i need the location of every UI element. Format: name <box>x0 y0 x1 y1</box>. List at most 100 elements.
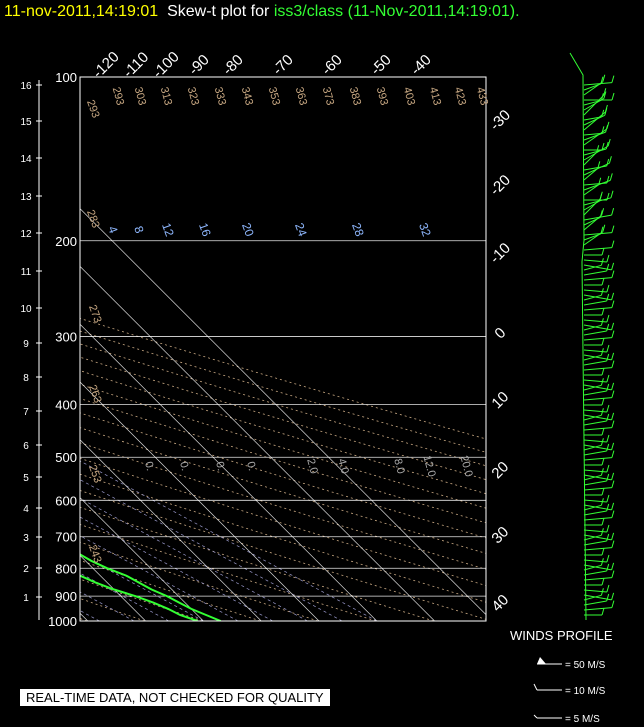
dry-adiabat-label: 243 <box>86 543 104 564</box>
wind-barb <box>583 420 607 426</box>
height-km-tick-label: 3 <box>23 533 29 544</box>
wind-barb-flag <box>600 258 604 266</box>
wind-barb-flag <box>604 104 608 113</box>
title-label: Skew-t plot for <box>167 3 270 20</box>
wind-barb-flag <box>606 503 610 512</box>
wind-barb <box>583 259 607 263</box>
wind-barb <box>583 379 607 383</box>
height-km-tick-label: 4 <box>23 504 29 515</box>
wind-barb-flag <box>606 443 610 452</box>
wind-barb-flag <box>611 450 615 458</box>
wind-barb <box>583 510 607 516</box>
pressure-tick-label: 500 <box>55 450 77 465</box>
wind-barb <box>583 499 607 503</box>
wind-barb-flag <box>606 353 610 362</box>
dry-adiabat-label: 273 <box>86 303 104 324</box>
wind-barb-flag <box>600 558 604 566</box>
wind-barb <box>583 114 606 126</box>
mixing-ratio-label: 8 <box>131 224 147 235</box>
wind-barb <box>583 231 604 246</box>
wind-barb <box>583 384 602 391</box>
wind-barb <box>583 131 606 141</box>
wind-barb-flag <box>608 156 612 164</box>
lower-mixing-label: 20.0 <box>457 454 474 478</box>
dry-adiabat-line <box>80 559 261 621</box>
wind-barb-flag <box>611 562 615 571</box>
wind-barb-flag <box>606 344 610 353</box>
isotherm-line <box>80 323 378 621</box>
wind-barb-flag <box>611 300 615 308</box>
dry-adiabat-line <box>80 490 486 620</box>
wind-barb-flag <box>606 473 610 482</box>
dry-adiabat-label: 253 <box>86 463 104 484</box>
wind-barb <box>583 214 602 231</box>
wind-barb <box>583 81 604 96</box>
plot-frame <box>79 76 487 622</box>
wind-barb <box>583 98 605 111</box>
wind-barb-flag <box>611 480 615 488</box>
wind-barb <box>583 168 599 181</box>
wind-barb-flag <box>611 292 615 301</box>
height-km-tick-label: 7 <box>23 407 29 418</box>
wind-barb-flag <box>606 464 610 473</box>
wind-barb-flag <box>606 413 610 422</box>
wind-barb <box>583 534 602 541</box>
wind-barb-flag <box>606 434 610 443</box>
wind-barb-flag <box>611 412 615 421</box>
wind-barb <box>583 577 612 581</box>
wind-barb-flag <box>611 225 615 233</box>
wind-barb-flag <box>611 75 615 83</box>
lower-mixing-label: 12.0 <box>420 454 437 478</box>
height-km-tick-label: 14 <box>20 154 32 165</box>
wind-barb-flag <box>601 247 605 256</box>
wind-barb <box>583 409 607 413</box>
page-title: 11-nov-2011,14:19:01 Skew-t plot for iss… <box>4 3 520 21</box>
wind-barb-flag <box>601 547 605 556</box>
wind-barb-flag <box>606 533 610 542</box>
wind-legend-feather <box>533 714 538 719</box>
wind-staff-line <box>569 52 587 621</box>
wind-barb <box>583 270 607 276</box>
height-km-tick-label: 15 <box>20 117 32 128</box>
pressure-tick-label: 600 <box>55 493 77 508</box>
wind-barb <box>583 360 607 366</box>
mixing-ratio-label: 4 <box>105 224 121 235</box>
wind-barb <box>583 529 607 533</box>
wind-barb-flag <box>611 240 615 248</box>
wind-barb-flag <box>606 563 610 572</box>
wind-barb <box>583 439 607 443</box>
wind-barb-flag <box>600 528 604 536</box>
title-datetime: 11-nov-2011,14:19:01 <box>4 3 159 20</box>
pressure-tick-label: 300 <box>55 330 77 345</box>
wind-barb-flag <box>601 307 605 316</box>
wind-barb-flag <box>601 427 605 436</box>
wind-barb-flag <box>611 390 615 398</box>
wind-barb <box>583 148 607 156</box>
wind-barb-flag <box>606 314 610 323</box>
dry-adiabat-label: 323 <box>185 86 201 107</box>
wind-barb-flag <box>611 510 615 518</box>
wind-barb-flag <box>606 383 610 392</box>
wind-barb-flag <box>611 600 615 608</box>
wind-barb-flag <box>606 284 610 293</box>
mixing-ratio-label: 20 <box>239 221 257 239</box>
lower-mixing-label: 0. <box>177 460 191 472</box>
mixing-ratio-line <box>80 497 308 621</box>
wind-barb <box>583 294 602 301</box>
wind-legend-label: = 5 M/S <box>565 714 600 725</box>
dry-adiabat-label: 393 <box>374 86 390 107</box>
wind-barb <box>583 324 602 331</box>
wind-barb-flag <box>601 577 605 586</box>
temperature-profile-line <box>80 553 222 621</box>
dry-adiabat-label: 423 <box>452 86 468 107</box>
wind-barb-flag <box>611 502 615 511</box>
wind-barb <box>583 564 602 571</box>
pressure-tick-label: 100 <box>55 70 77 85</box>
dry-adiabat-line <box>80 457 486 586</box>
dry-adiabat-label: 363 <box>293 86 309 107</box>
wind-barb-flag <box>611 92 615 101</box>
pressure-tick-label: 1000 <box>48 614 77 629</box>
wind-barb <box>583 264 602 271</box>
wind-barb-flag <box>599 191 603 199</box>
